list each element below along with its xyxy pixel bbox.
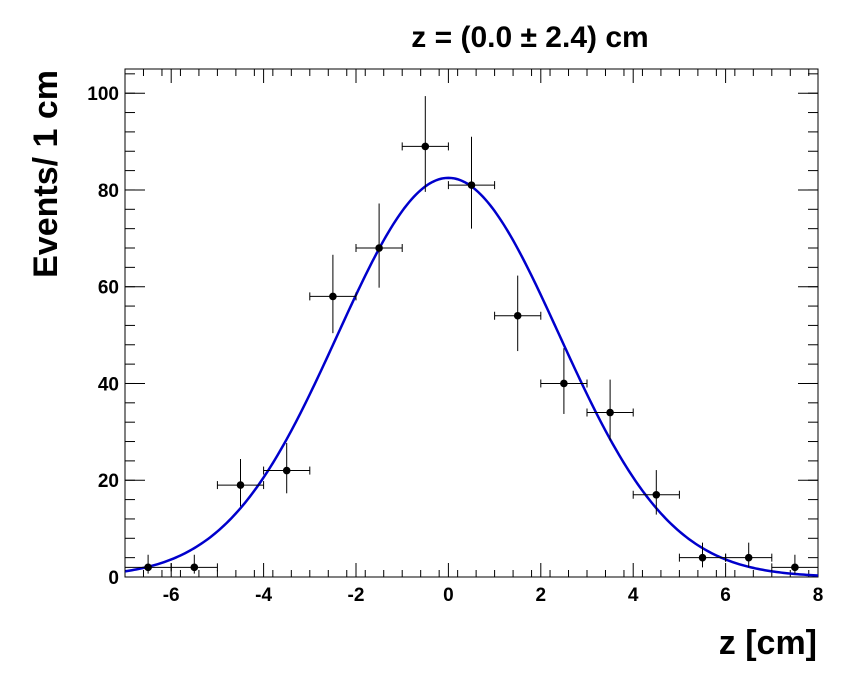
fit-curve — [124, 176, 819, 577]
data-point — [494, 275, 542, 352]
y-tick-label: 60 — [98, 278, 119, 299]
data-marker — [606, 408, 614, 417]
data-point — [771, 554, 819, 574]
data-point — [540, 348, 588, 414]
data-marker — [467, 181, 476, 189]
data-marker — [652, 490, 661, 499]
data-marker — [421, 142, 430, 151]
y-tick-label: 80 — [98, 181, 119, 202]
x-tick-label: 2 — [536, 585, 547, 606]
data-point — [725, 542, 773, 568]
chart-title: z = (0.0 ± 2.4) cm — [411, 21, 648, 54]
data-point — [216, 458, 265, 507]
data-marker — [744, 553, 753, 562]
data-point — [309, 254, 357, 334]
fit-layer — [124, 176, 819, 577]
y-tick-label: 20 — [98, 471, 119, 492]
data-marker — [282, 466, 291, 475]
x-tick-label: 4 — [628, 585, 639, 606]
data-marker — [190, 563, 199, 572]
x-axis-title: z [cm] — [719, 624, 817, 662]
data-point — [586, 379, 634, 441]
x-tick-label: -2 — [348, 585, 365, 606]
data-point — [678, 542, 727, 568]
data-point — [170, 554, 218, 574]
data-marker — [329, 292, 337, 301]
data-marker — [513, 311, 522, 320]
data-points — [124, 96, 819, 574]
y-tick-label: 100 — [87, 84, 119, 105]
y-axis-title: Events/ 1 cm — [27, 70, 65, 278]
data-marker — [236, 481, 245, 489]
data-marker — [375, 244, 383, 252]
data-point — [401, 96, 449, 192]
x-tick-label: 0 — [443, 585, 454, 606]
x-tick-label: 6 — [720, 585, 731, 606]
data-point — [447, 136, 496, 229]
y-tick-label: 40 — [98, 374, 119, 395]
data-point — [355, 203, 403, 288]
data-marker — [791, 563, 799, 572]
data-marker — [560, 379, 568, 388]
plot-frame — [124, 68, 819, 578]
x-tick-label: -4 — [255, 585, 272, 606]
data-marker — [698, 553, 707, 562]
data-marker — [144, 563, 152, 572]
x-tick-label: -6 — [163, 585, 180, 606]
y-tick-label: 0 — [108, 568, 119, 589]
data-point — [632, 470, 680, 515]
x-tick-label: 8 — [813, 585, 824, 606]
data-point — [263, 442, 311, 494]
